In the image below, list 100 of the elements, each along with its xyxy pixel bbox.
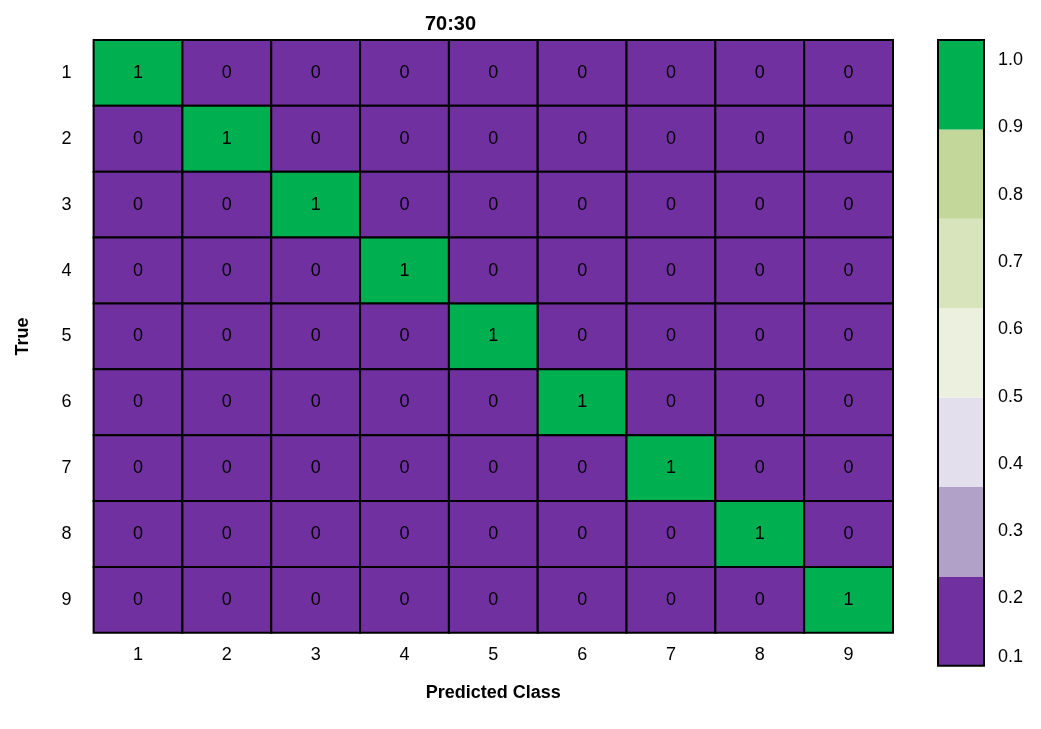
color-bar-label: 0.3 — [998, 520, 1024, 541]
data-label: 0 — [577, 325, 588, 346]
data-label: 0 — [399, 325, 410, 346]
data-label: 0 — [843, 325, 854, 346]
data-label: 0 — [754, 391, 765, 412]
x-axis-title: Predicted Class — [425, 682, 561, 703]
data-label: 0 — [221, 457, 232, 478]
data-label: 0 — [221, 588, 232, 609]
data-label: 0 — [488, 127, 499, 148]
data-label: 0 — [754, 193, 765, 214]
data-label: 0 — [843, 61, 854, 82]
x-tick-label: 4 — [399, 643, 410, 664]
data-label: 0 — [310, 127, 321, 148]
data-label: 0 — [221, 193, 232, 214]
data-label: 0 — [843, 457, 854, 478]
data-label: 0 — [133, 127, 144, 148]
x-tick-label: 3 — [310, 643, 321, 664]
data-label: 0 — [399, 457, 410, 478]
data-label: 0 — [754, 457, 765, 478]
data-label: 1 — [754, 522, 765, 543]
chart-title: 70:30 — [424, 11, 477, 34]
color-bar-label: 0.4 — [998, 452, 1024, 473]
data-label: 0 — [665, 391, 676, 412]
data-label: 0 — [488, 61, 499, 82]
color-bar-label: 0.7 — [998, 251, 1024, 272]
data-label: 0 — [133, 588, 144, 609]
data-label: 0 — [488, 391, 499, 412]
data-label: 0 — [577, 193, 588, 214]
y-tick-label: 9 — [61, 588, 72, 609]
data-label: 0 — [310, 522, 321, 543]
x-tick-label: 2 — [221, 643, 232, 664]
y-tick-label: 7 — [61, 457, 72, 478]
data-label: 0 — [488, 259, 499, 280]
data-label: 0 — [488, 522, 499, 543]
data-label: 1 — [221, 127, 232, 148]
data-label: 0 — [577, 259, 588, 280]
data-label: 0 — [577, 522, 588, 543]
data-label: 0 — [133, 522, 144, 543]
data-label: 0 — [310, 457, 321, 478]
color-bar-label: 1.0 — [998, 49, 1024, 70]
data-label: 0 — [665, 325, 676, 346]
y-tick-label: 8 — [61, 522, 72, 543]
data-label: 0 — [133, 259, 144, 280]
data-label: 0 — [577, 127, 588, 148]
data-label: 0 — [221, 61, 232, 82]
data-label: 1 — [577, 391, 588, 412]
data-label: 0 — [488, 588, 499, 609]
x-tick-label: 5 — [488, 643, 499, 664]
data-label: 0 — [665, 259, 676, 280]
x-tick-label: 9 — [843, 643, 854, 664]
color-bar-label: 0.2 — [998, 587, 1024, 608]
data-label: 1 — [665, 457, 676, 478]
data-label: 1 — [843, 588, 854, 609]
data-label: 0 — [310, 259, 321, 280]
data-label: 0 — [754, 127, 765, 148]
data-label: 0 — [754, 325, 765, 346]
data-label: 0 — [488, 193, 499, 214]
color-bar-label: 0.9 — [998, 116, 1024, 137]
data-label: 0 — [133, 391, 144, 412]
data-label: 0 — [221, 522, 232, 543]
y-axis-title: True — [11, 317, 32, 356]
data-label: 1 — [133, 61, 144, 82]
data-label: 0 — [399, 391, 410, 412]
data-label: 0 — [399, 127, 410, 148]
data-label: 0 — [399, 588, 410, 609]
data-label: 1 — [488, 325, 499, 346]
data-label: 0 — [310, 61, 321, 82]
data-label: 0 — [399, 522, 410, 543]
data-label: 0 — [665, 127, 676, 148]
data-label: 0 — [843, 127, 854, 148]
data-label: 0 — [488, 457, 499, 478]
data-label: 0 — [133, 325, 144, 346]
data-label: 0 — [665, 193, 676, 214]
data-label: 0 — [754, 588, 765, 609]
data-label: 1 — [399, 259, 410, 280]
x-tick-label: 1 — [133, 643, 144, 664]
y-tick-label: 5 — [61, 325, 72, 346]
x-tick-label: 6 — [577, 643, 588, 664]
data-label: 0 — [843, 391, 854, 412]
data-label: 0 — [133, 193, 144, 214]
data-label: 0 — [843, 522, 854, 543]
y-tick-label: 3 — [61, 193, 72, 214]
data-label: 1 — [310, 193, 321, 214]
data-label: 0 — [577, 588, 588, 609]
x-tick-label: 7 — [665, 643, 676, 664]
color-bar-label: 0.6 — [998, 318, 1024, 339]
data-label: 0 — [221, 391, 232, 412]
data-label: 0 — [399, 61, 410, 82]
data-label: 0 — [310, 325, 321, 346]
y-tick-label: 1 — [61, 61, 72, 82]
color-bar-label: 0.8 — [998, 183, 1024, 204]
data-label: 0 — [399, 193, 410, 214]
data-label: 0 — [665, 522, 676, 543]
data-label: 0 — [221, 325, 232, 346]
data-label: 0 — [665, 588, 676, 609]
data-label: 0 — [310, 391, 321, 412]
data-label: 0 — [754, 259, 765, 280]
data-label: 0 — [577, 457, 588, 478]
x-tick-label: 8 — [754, 643, 765, 664]
color-bar-label: 0.1 — [998, 645, 1024, 666]
